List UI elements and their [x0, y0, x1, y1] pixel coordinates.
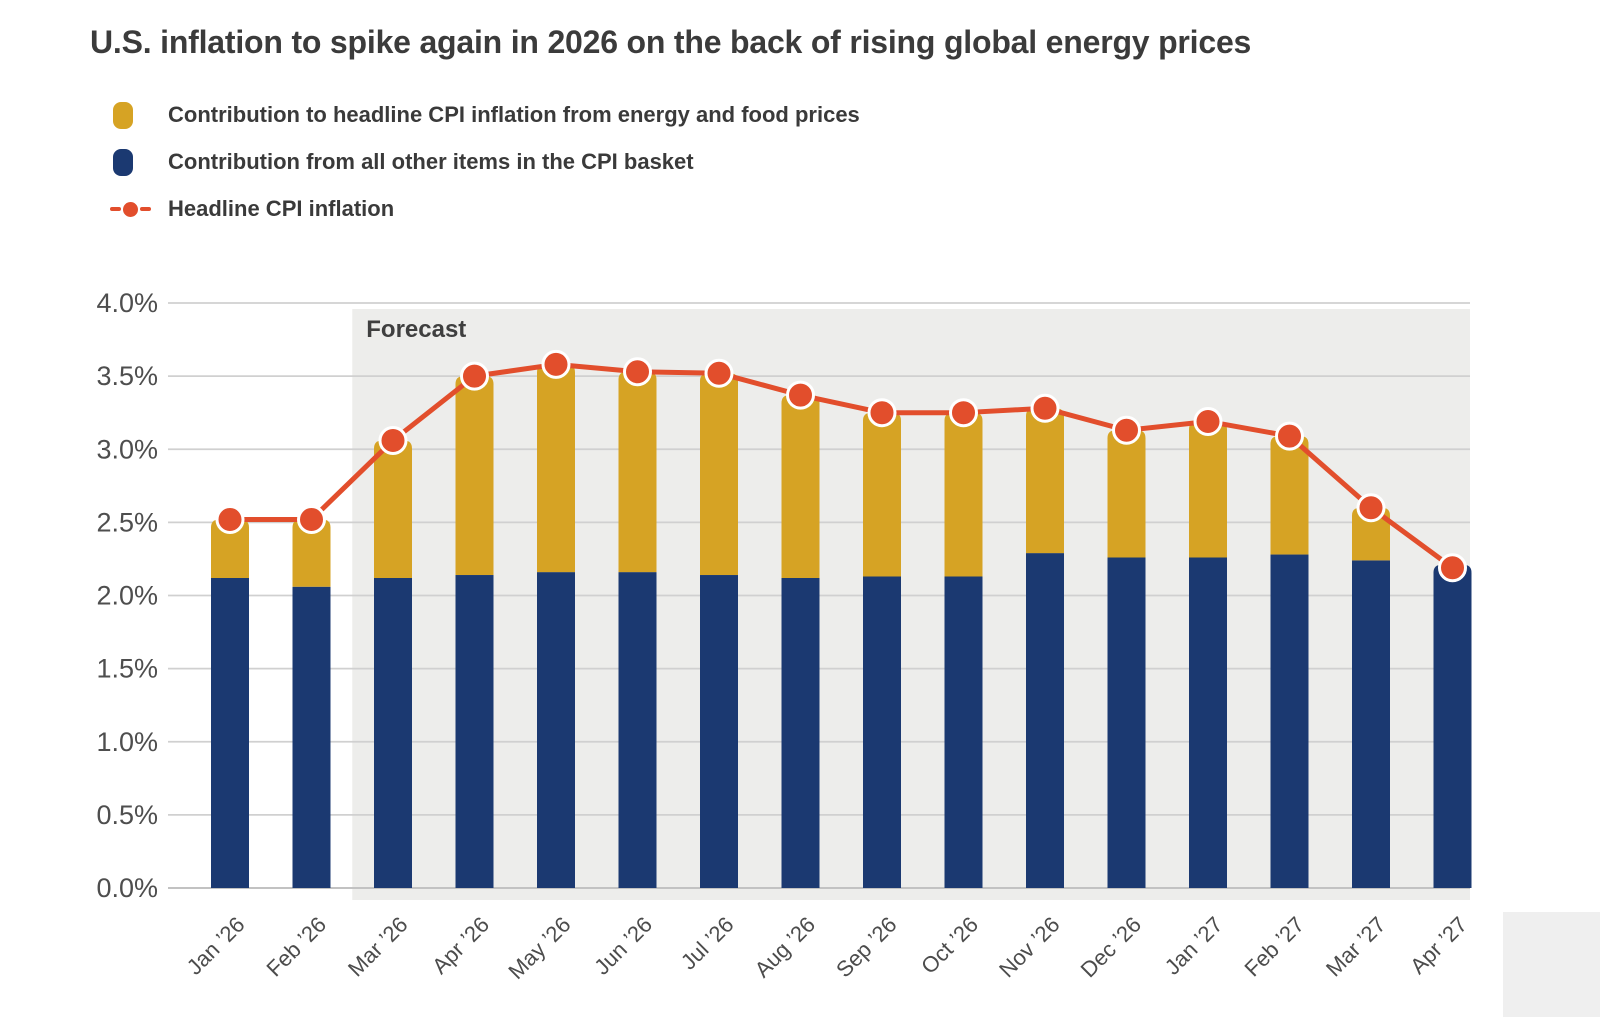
headline-cpi-point — [1193, 406, 1223, 436]
bar-energy-food — [781, 395, 820, 578]
bar-other-items — [1026, 553, 1064, 888]
bar-other-items — [1107, 557, 1146, 888]
headline-line-dot-icon — [110, 201, 151, 217]
legend-label-headline-cpi: Headline CPI inflation — [168, 196, 395, 221]
bar-energy-food — [1189, 421, 1227, 558]
bar-energy-food — [863, 412, 901, 577]
chart-title: U.S. inflation to spike again in 2026 on… — [90, 24, 1252, 60]
x-axis-tick-label: Jan ’27 — [1160, 912, 1228, 980]
bar-other-items — [781, 577, 820, 888]
y-axis-tick-label: 1.0% — [96, 727, 158, 757]
headline-cpi-point — [215, 504, 245, 534]
headline-cpi-point — [1438, 553, 1467, 583]
headline-cpi-point — [1275, 421, 1304, 451]
x-axis-tick-label: Feb ’27 — [1239, 912, 1309, 982]
y-axis-tick-label: 0.0% — [96, 873, 158, 903]
headline-cpi-point — [949, 398, 978, 428]
headline-cpi-point — [786, 380, 815, 410]
legend-label-energy-food: Contribution to headline CPI inflation f… — [168, 102, 860, 127]
headline-cpi-point — [1030, 393, 1060, 423]
headline-cpi-point — [867, 398, 897, 428]
forecast-region-label: Forecast — [366, 316, 466, 343]
bar-other-items — [1352, 560, 1390, 888]
x-axis-tick-label: Oct ’26 — [916, 912, 983, 979]
x-axis-tick-label: Jul ’26 — [676, 912, 739, 975]
chart-legend: Contribution to headline CPI inflation f… — [110, 101, 860, 223]
bar-energy-food — [700, 373, 738, 576]
bar-other-items — [1433, 564, 1472, 888]
y-axis-tick-label: 3.5% — [96, 361, 158, 391]
bar-other-items — [863, 576, 901, 888]
headline-cpi-line — [230, 361, 1454, 570]
x-axis-tick-label: Apr ’26 — [427, 912, 494, 979]
y-axis-tick-label: 4.0% — [96, 288, 158, 318]
bar-other-items — [374, 577, 412, 888]
x-axis-tick-label: Feb ’26 — [261, 912, 331, 982]
bar-energy-food — [1107, 430, 1146, 558]
bar-energy-food — [537, 364, 575, 573]
energy-food-swatch-icon — [113, 101, 133, 129]
y-axis-tick-label: 2.5% — [96, 507, 158, 537]
x-axis-tick-label: Aug ’26 — [750, 912, 820, 982]
headline-cpi-point — [704, 358, 734, 388]
bar-other-items — [618, 572, 657, 888]
legend-item-headline-cpi: Headline CPI inflation — [110, 195, 860, 223]
x-axis-tick-label: Dec ’26 — [1076, 912, 1146, 982]
bar-energy-food — [618, 371, 657, 573]
bar-other-items — [292, 586, 331, 888]
x-axis-tick-label: May ’26 — [503, 912, 575, 984]
bar-energy-food — [1270, 436, 1309, 555]
headline-cpi-point — [623, 357, 652, 387]
x-axis-tick-label: Sep ’26 — [831, 912, 901, 982]
x-axis-tick-label: Nov ’26 — [994, 912, 1064, 982]
y-axis-tick-label: 1.5% — [96, 654, 158, 684]
x-axis-tick-label: Apr ’27 — [1405, 912, 1472, 979]
bar-other-items — [455, 575, 494, 888]
headline-cpi-point — [460, 361, 489, 391]
y-axis-tick-label: 2.0% — [96, 581, 158, 611]
background-artifact — [1503, 912, 1600, 1017]
bar-other-items — [1189, 557, 1227, 888]
legend-item-other-items: Contribution from all other items in the… — [110, 148, 860, 176]
x-axis-tick-label: Jun ’26 — [589, 912, 657, 980]
bar-other-items — [537, 572, 575, 888]
headline-cpi-point — [541, 349, 571, 379]
legend-item-energy-food: Contribution to headline CPI inflation f… — [110, 101, 860, 129]
bar-energy-food — [292, 519, 331, 587]
bar-energy-food — [1352, 507, 1390, 561]
headline-cpi-point — [1112, 415, 1141, 445]
headline-cpi-point — [297, 504, 326, 534]
bar-energy-food — [944, 412, 983, 577]
bar-other-items — [944, 576, 983, 888]
legend-label-other-items: Contribution from all other items in the… — [168, 149, 694, 174]
x-axis-tick-label: Jan ’26 — [182, 912, 250, 980]
bar-energy-food — [1026, 408, 1064, 554]
x-axis-tick-label: Mar ’26 — [343, 912, 413, 982]
bar-energy-food — [455, 376, 494, 576]
bar-other-items — [1270, 554, 1309, 888]
headline-cpi-point — [1356, 493, 1386, 523]
headline-cpi-point — [378, 425, 408, 455]
y-axis-tick-label: 3.0% — [96, 434, 158, 464]
bar-other-items — [700, 575, 738, 888]
bar-energy-food — [211, 519, 249, 578]
x-axis-tick-label: Mar ’27 — [1321, 912, 1391, 982]
bar-energy-food — [374, 440, 412, 578]
y-axis-tick-label: 0.5% — [96, 800, 158, 830]
bar-other-items — [211, 577, 249, 888]
other-items-swatch-icon — [113, 148, 133, 176]
